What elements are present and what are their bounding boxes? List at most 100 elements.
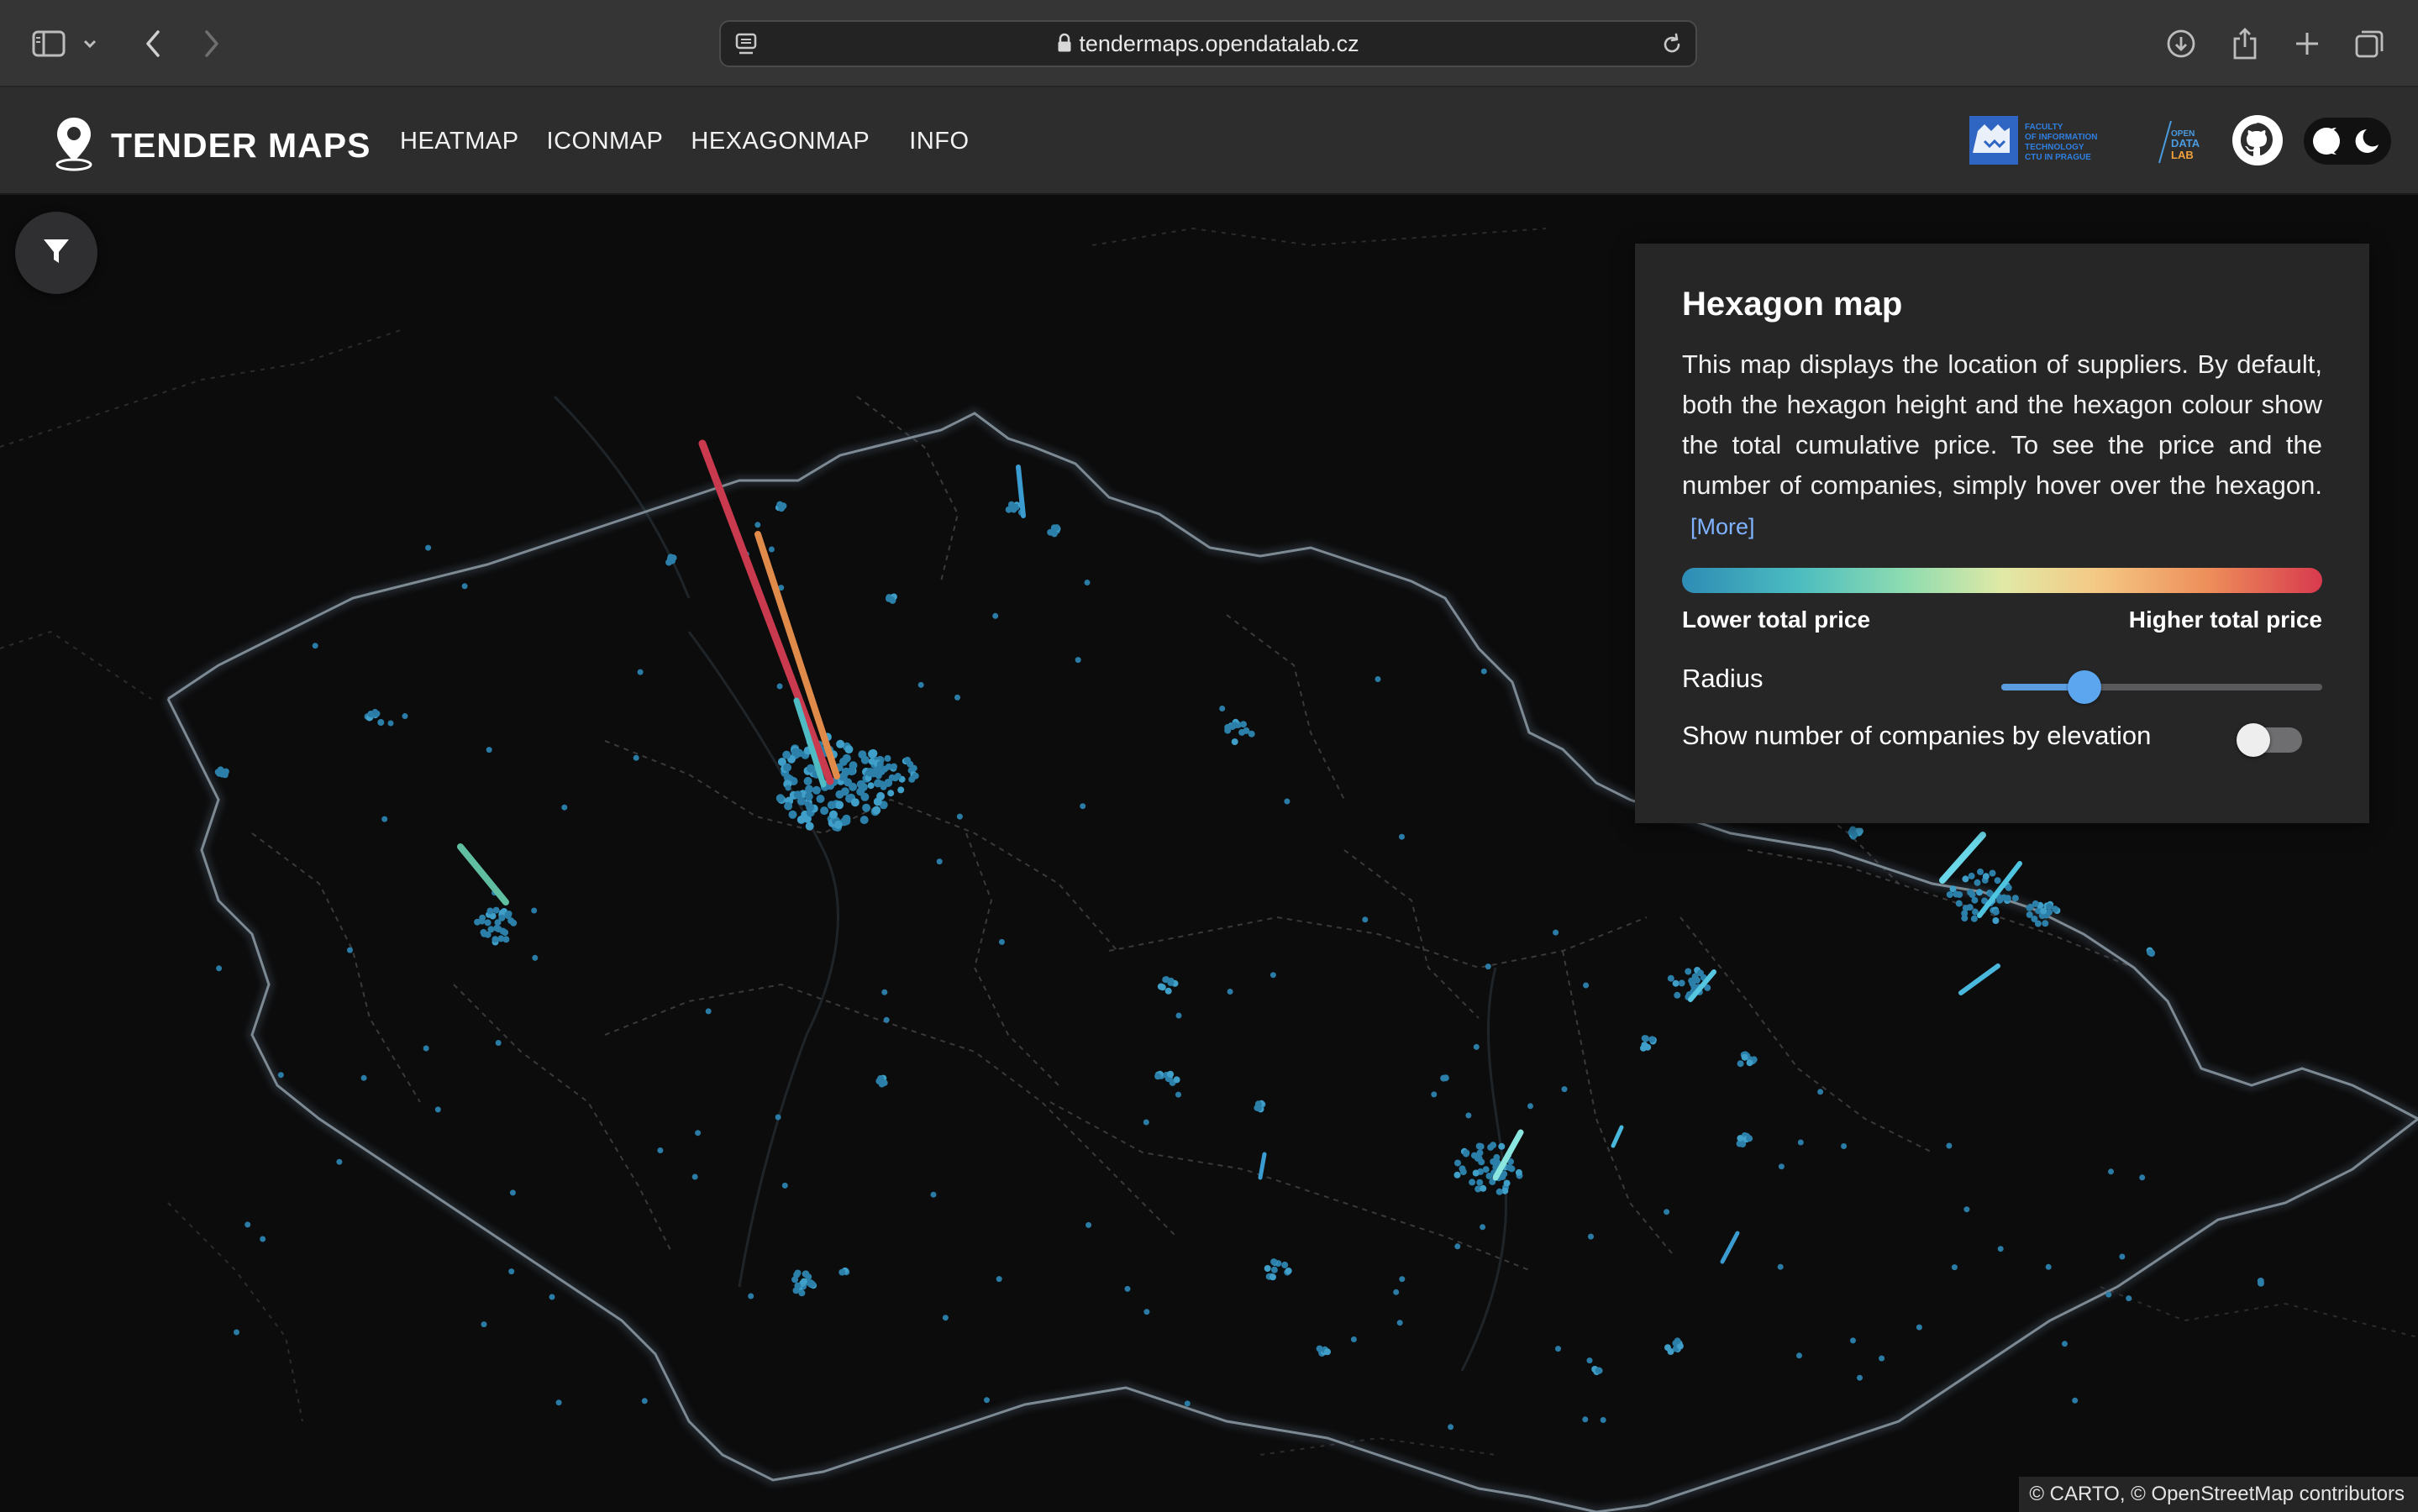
hexagon-cell[interactable] <box>502 936 510 943</box>
hexagon-cell[interactable] <box>377 719 385 726</box>
elevation-toggle-knob[interactable] <box>2237 723 2270 757</box>
hexagon-cell[interactable] <box>1473 1043 1480 1050</box>
hexagon-cell[interactable] <box>2011 895 2019 902</box>
hexagon-cell[interactable] <box>244 1221 251 1228</box>
hexagon-cell[interactable] <box>1482 1166 1490 1173</box>
hexagon-cell[interactable] <box>1672 979 1679 987</box>
hexagon-cell[interactable] <box>216 769 223 777</box>
hexagon-cell[interactable] <box>633 754 639 761</box>
hexagon-cell[interactable] <box>1555 1346 1561 1352</box>
filter-button[interactable] <box>15 212 97 294</box>
hexagon-cell[interactable] <box>859 783 868 791</box>
hexagon-cell[interactable] <box>670 554 677 562</box>
hexagon-cell[interactable] <box>1495 1188 1503 1195</box>
hexagon-cell[interactable] <box>1243 727 1250 734</box>
hexagon-cell[interactable] <box>2119 1253 2126 1260</box>
hexagon-cell[interactable] <box>1515 1168 1522 1176</box>
hexagon-cell[interactable] <box>1644 1043 1652 1051</box>
hexagon-cell[interactable] <box>812 785 821 795</box>
hexagon-cell[interactable] <box>1879 1355 1885 1362</box>
hexagon-cell[interactable] <box>783 763 792 772</box>
hexagon-cell[interactable] <box>806 764 815 773</box>
hexagon-cell[interactable] <box>381 816 388 822</box>
hexagon-cell[interactable] <box>532 954 539 961</box>
hexagon-cell[interactable] <box>1848 828 1855 836</box>
hexagon-cell[interactable] <box>561 804 568 811</box>
elevation-toggle[interactable] <box>2237 723 2302 757</box>
hexagon-cell[interactable] <box>1476 1179 1484 1186</box>
hexagon-cell[interactable] <box>425 544 432 551</box>
nav-iconmap[interactable]: ICONMAP <box>546 127 664 155</box>
hexagon-cell[interactable] <box>1955 900 1963 907</box>
forward-icon[interactable] <box>190 22 234 66</box>
hexagon-cell[interactable] <box>1746 1059 1753 1067</box>
hexagon-cell[interactable] <box>1480 1224 1486 1231</box>
hexagon-cell[interactable] <box>434 1106 441 1113</box>
hexagon-cell[interactable] <box>859 816 869 825</box>
hexagon-cell[interactable] <box>1075 657 1081 664</box>
hexagon-cell[interactable] <box>1487 1143 1495 1151</box>
hexagon-cell[interactable] <box>842 753 851 763</box>
hexagon-cell[interactable] <box>1269 1273 1276 1281</box>
hexagon-cell[interactable] <box>1494 1158 1501 1166</box>
tabs-overview-icon[interactable] <box>2347 22 2391 66</box>
hexagon-cell[interactable] <box>1474 1154 1481 1162</box>
hexagon-cell[interactable] <box>776 683 783 690</box>
hexagon-cell[interactable] <box>657 1147 664 1153</box>
hexagon-cell[interactable] <box>1946 1142 1953 1149</box>
hexagon-cell[interactable] <box>1281 1261 1289 1268</box>
hexagon-cell[interactable] <box>1157 983 1164 990</box>
hexagon-cell[interactable] <box>992 612 999 619</box>
reader-icon[interactable] <box>734 32 758 57</box>
hexagon-cell[interactable] <box>1472 1169 1480 1177</box>
hexagon-cell[interactable] <box>2045 909 2053 916</box>
hexagon-cell[interactable] <box>1154 1073 1162 1080</box>
hexagon-cell[interactable] <box>1050 530 1058 538</box>
hexagon-cell[interactable] <box>1961 915 1969 922</box>
hexagon-cell[interactable] <box>461 583 468 590</box>
hexagon-cell[interactable] <box>1527 1103 1533 1110</box>
hexagon-cell[interactable] <box>2026 903 2034 911</box>
hexagon-cell[interactable] <box>1224 727 1232 734</box>
hexagon-cell[interactable] <box>912 772 919 780</box>
hexagon-cell[interactable] <box>1399 1276 1406 1283</box>
hexagon-cell[interactable] <box>549 1294 555 1300</box>
hexagon-cell[interactable] <box>792 1287 800 1294</box>
radius-slider[interactable] <box>2001 670 2322 704</box>
hexagon-cell[interactable] <box>796 815 806 824</box>
hexagon-cell[interactable] <box>847 767 856 776</box>
hexagon-cell[interactable] <box>1746 1135 1753 1142</box>
hexagon-cell[interactable] <box>803 776 812 785</box>
hexagon-cell[interactable] <box>872 806 881 815</box>
hexagon-cell[interactable] <box>1916 1324 1922 1331</box>
hexagon-cell[interactable] <box>1448 1424 1454 1431</box>
hexagon-cell[interactable] <box>2052 906 2059 913</box>
share-icon[interactable] <box>2223 22 2267 66</box>
hexagon-cell[interactable] <box>2035 907 2042 915</box>
hexagon-cell[interactable] <box>1143 1309 1150 1315</box>
hexagon-cell[interactable] <box>486 907 494 915</box>
hexagon-cell[interactable] <box>2032 900 2039 907</box>
hexagon-cell[interactable] <box>1777 1263 1784 1270</box>
hexagon-cell[interactable] <box>1797 1139 1804 1146</box>
hexagon-cell[interactable] <box>1463 1150 1469 1158</box>
hexagon-cell[interactable] <box>507 917 515 925</box>
hexagon-cell[interactable] <box>1856 827 1863 835</box>
hexagon-cell[interactable] <box>347 947 353 953</box>
hexagon-cell[interactable] <box>1228 723 1236 730</box>
hexagon-cell[interactable] <box>1431 1091 1438 1098</box>
hexagon-cell[interactable] <box>1080 803 1086 810</box>
hexagon-cell[interactable] <box>1962 905 1969 912</box>
github-icon[interactable] <box>2232 115 2283 165</box>
hexagon-cell[interactable] <box>423 1045 429 1052</box>
hexagon-cell[interactable] <box>1963 1206 1970 1213</box>
hexagon-cell[interactable] <box>474 918 481 926</box>
hexagon-cell[interactable] <box>387 720 394 727</box>
hexagon-cell[interactable] <box>844 745 854 754</box>
hexagon-cell[interactable] <box>336 1158 343 1165</box>
hexagon-cell[interactable] <box>1582 1416 1589 1423</box>
hexagon-cell[interactable] <box>1010 506 1017 513</box>
hexagon-cell[interactable] <box>1992 917 2000 924</box>
hexagon-cell[interactable] <box>1778 1163 1785 1170</box>
hexagon-column[interactable] <box>1258 1152 1267 1180</box>
